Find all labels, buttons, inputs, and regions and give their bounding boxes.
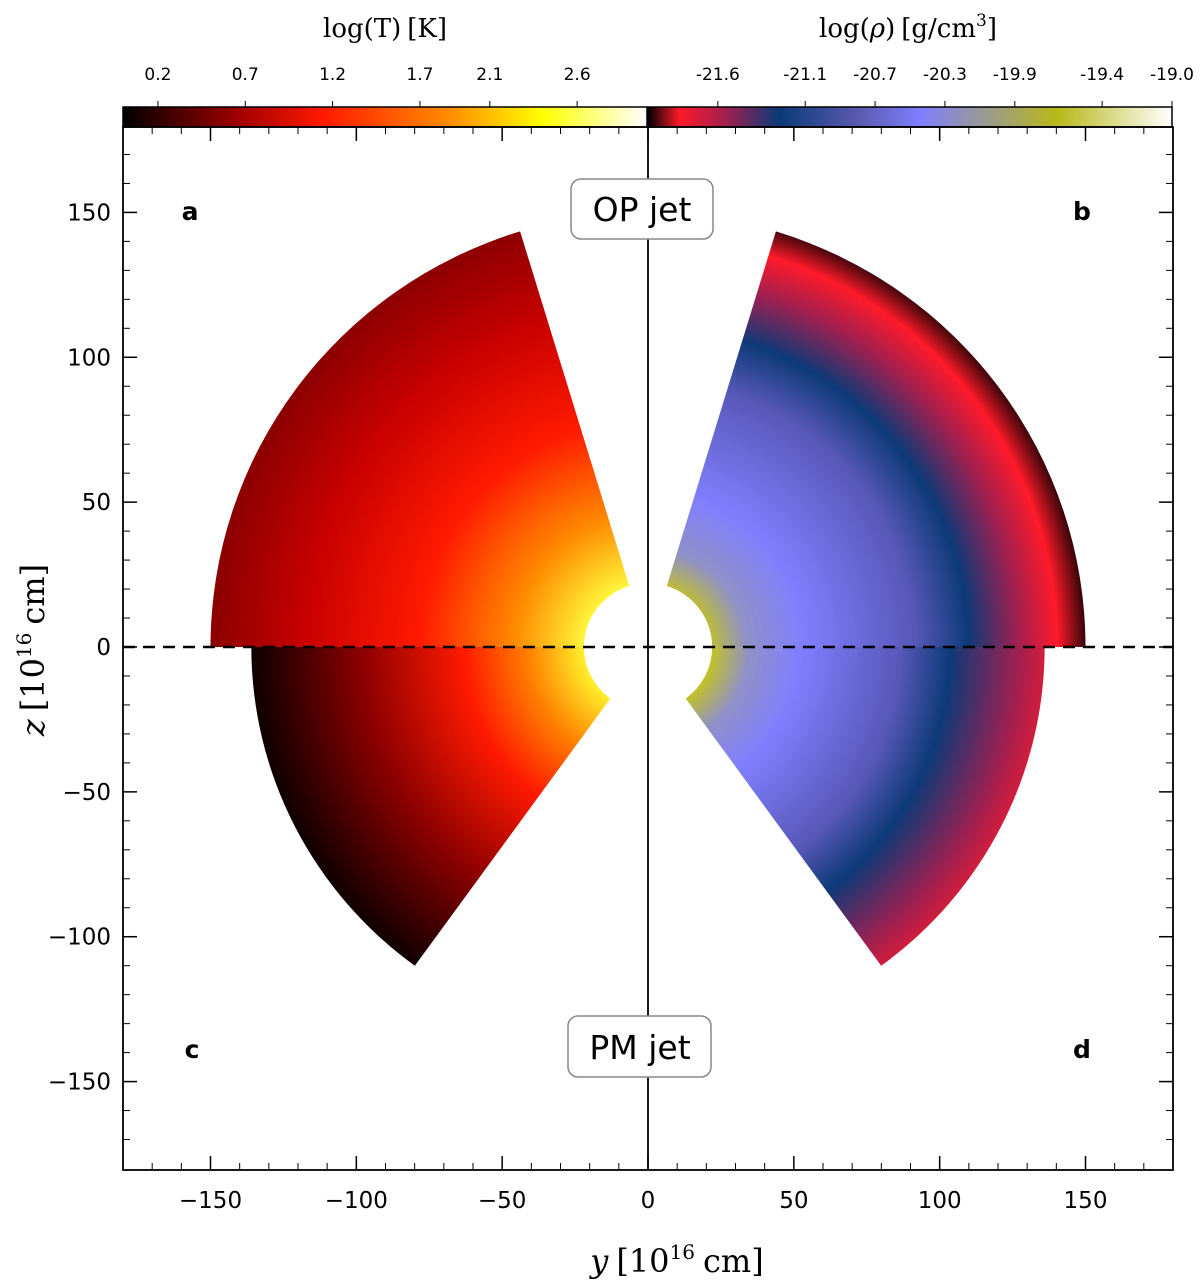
colorbar-tick-label: 2.1 bbox=[476, 65, 503, 85]
colorbar-temperature-strip bbox=[122, 106, 648, 128]
panel-letter-a: a bbox=[182, 197, 199, 226]
y-tick-label: −150 bbox=[48, 1070, 111, 1096]
colorbar-tick-label: -19.4 bbox=[1080, 65, 1124, 85]
colorbar-tick-label: 2.6 bbox=[564, 65, 591, 85]
op-jet-annotation: OP jet bbox=[570, 178, 714, 240]
y-tick-label: 0 bbox=[96, 635, 111, 661]
colorbar-density-strip bbox=[647, 106, 1173, 128]
x-tick-label: −50 bbox=[478, 1188, 527, 1214]
axis-ticks bbox=[123, 127, 1173, 1170]
colorbar-tick-label: 1.7 bbox=[406, 65, 433, 85]
x-tick-label: 150 bbox=[1064, 1188, 1108, 1214]
y-tick-label: −100 bbox=[48, 925, 111, 951]
x-tick-label: −150 bbox=[179, 1188, 242, 1214]
x-tick-label: 50 bbox=[779, 1188, 808, 1214]
y-axis-title: z[1016cm] bbox=[12, 564, 52, 737]
colorbar-tick-label: -20.3 bbox=[923, 65, 967, 85]
panel-letter-b: b bbox=[1073, 197, 1091, 226]
y-tick-label: 100 bbox=[67, 345, 111, 371]
x-tick-label: 100 bbox=[918, 1188, 962, 1214]
plot-area bbox=[210, 231, 1086, 966]
x-tick-label: 0 bbox=[641, 1188, 656, 1214]
panel-letter-d: d bbox=[1073, 1035, 1091, 1064]
op-jet-label: OP jet bbox=[593, 190, 692, 229]
panel-d-density-wedge bbox=[685, 647, 1045, 966]
colorbar-density-title: log(ρ) [g/cm3] bbox=[819, 11, 997, 44]
pm-jet-annotation: PM jet bbox=[567, 1015, 712, 1078]
colorbar-temperature-title: log(T) [K] bbox=[323, 14, 447, 44]
panel-b-density-wedge bbox=[666, 231, 1086, 648]
panel-letter-c: c bbox=[185, 1035, 200, 1064]
colorbar-tick-label: -21.6 bbox=[696, 65, 740, 85]
colorbar-tick-label: 0.2 bbox=[144, 65, 171, 85]
colorbar-temperature: 0.2 0.7 1.2 1.7 2.1 2.6 log(T) [K] bbox=[122, 14, 648, 128]
colorbar-tick-label: 0.7 bbox=[232, 65, 259, 85]
y-tick-label: 50 bbox=[82, 490, 111, 516]
colorbar-tick-label: -19.0 bbox=[1150, 65, 1194, 85]
axis-tick-labels: −150 −100 −50 0 50 100 150 150 100 50 0 −50 −100 −150 bbox=[48, 200, 1108, 1214]
panel-a-temperature-wedge bbox=[210, 231, 630, 648]
y-tick-label: −50 bbox=[62, 780, 111, 806]
pm-jet-label: PM jet bbox=[589, 1028, 690, 1067]
colorbar-density: -21.6 -21.1 -20.7 -20.3 -19.9 -19.4 -19.0 log(… bbox=[647, 11, 1194, 128]
panel-c-temperature-wedge bbox=[251, 647, 611, 966]
x-tick-label: −100 bbox=[325, 1188, 388, 1214]
colorbar-tick-label: -21.1 bbox=[783, 65, 827, 85]
y-tick-label: 150 bbox=[67, 200, 111, 226]
colorbar-tick-label: 1.2 bbox=[319, 65, 346, 85]
colorbar-tick-label: -19.9 bbox=[993, 65, 1037, 85]
colorbar-tick-label: -20.7 bbox=[853, 65, 897, 85]
x-axis-title: y [1016 cm] bbox=[588, 1240, 763, 1280]
